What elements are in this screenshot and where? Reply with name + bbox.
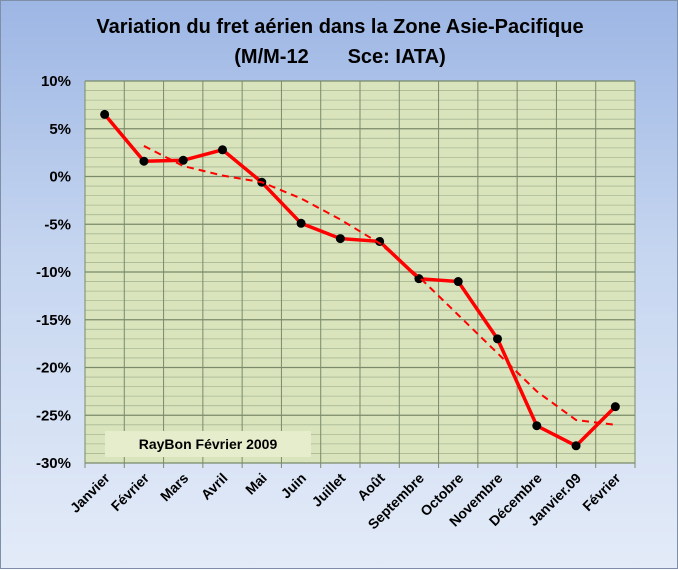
data-point <box>532 421 542 431</box>
x-tick-label: Février <box>579 469 624 514</box>
data-point <box>335 234 345 244</box>
data-point <box>414 274 424 284</box>
x-tick-label: Février <box>108 469 153 514</box>
x-tick-label: Août <box>354 470 388 504</box>
x-tick-label: Janvier <box>67 469 113 515</box>
data-point <box>178 155 188 165</box>
data-point <box>296 218 306 228</box>
data-point <box>218 145 227 155</box>
data-point <box>493 334 502 344</box>
annotation-box <box>105 431 311 457</box>
y-tick-label: -10% <box>36 264 71 281</box>
chart-title: Variation du fret aérien dans la Zone As… <box>96 16 583 38</box>
annotation-label: RayBon Février 2009 <box>139 436 278 452</box>
x-tick-label: Mars <box>157 470 192 505</box>
x-tick-label: Mai <box>242 470 270 498</box>
data-point <box>453 277 463 287</box>
x-tick-label: Juillet <box>309 470 349 510</box>
y-tick-label: -25% <box>36 407 71 424</box>
y-tick-label: -20% <box>36 360 71 377</box>
y-tick-label: -15% <box>36 312 71 329</box>
y-tick-label: 0% <box>49 169 71 186</box>
data-point <box>610 402 620 412</box>
trend-line <box>143 145 616 426</box>
y-tick-label: -30% <box>36 455 71 472</box>
series-line <box>103 113 617 448</box>
y-tick-label: 5% <box>49 121 71 138</box>
x-tick-label: Avril <box>198 470 231 503</box>
data-point <box>571 441 581 451</box>
data-point <box>139 156 149 166</box>
chart-subtitle: (M/M-12 Sce: IATA) <box>234 46 446 68</box>
y-tick-label: 10% <box>41 73 71 90</box>
x-tick-label: Juin <box>278 470 310 502</box>
data-point <box>375 236 385 246</box>
data-point <box>100 109 110 119</box>
y-tick-label: -5% <box>44 216 71 233</box>
